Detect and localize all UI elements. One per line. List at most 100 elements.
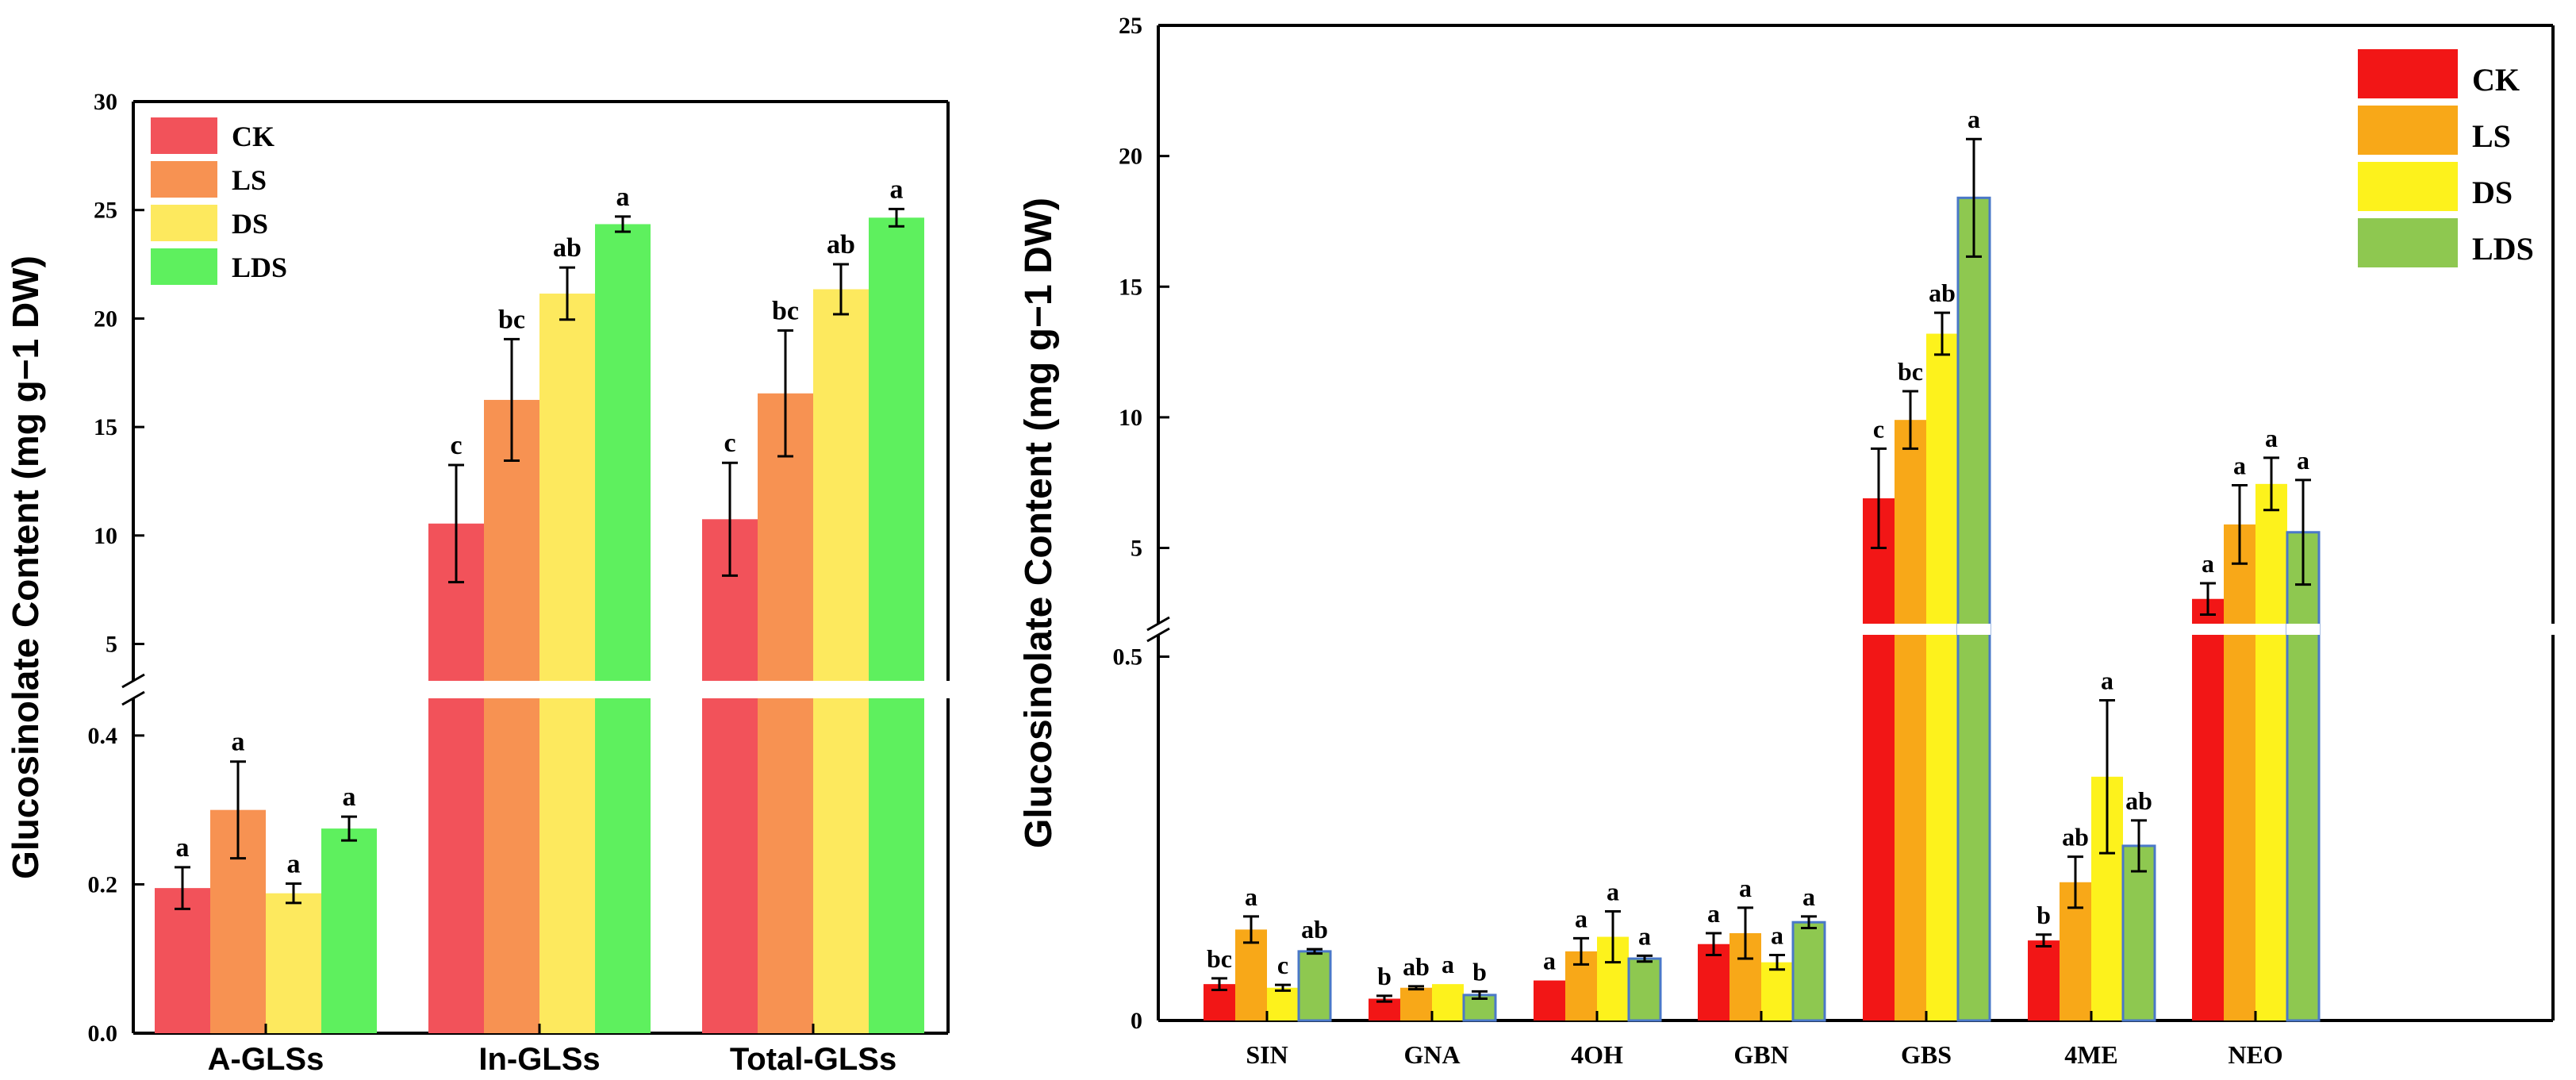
p0-x-tick-label: In-GLSs [478, 1042, 600, 1077]
p1-significance-letter: a [1802, 882, 1815, 911]
p1-break-gap [2191, 624, 2225, 635]
p1-significance-letter: bc [1898, 357, 1923, 386]
p1-y-axis-label: Glucosinolate Content (mg g−1 DW) [1018, 198, 1060, 848]
p1-y-tick-label: 5 [1131, 536, 1142, 562]
p1-bar-ds [1761, 962, 1793, 1020]
p1-bar-lds [1956, 196, 1991, 1022]
p1-significance-letter: a [1575, 904, 1587, 932]
p1-bar-ck [2028, 940, 2060, 1020]
p1-y-tick-label: 0 [1131, 1008, 1142, 1034]
p0-legend-swatch-ls [151, 161, 217, 198]
p0-y-tick-label: 5 [106, 632, 117, 658]
p1-x-tick-label: NEO [2228, 1040, 2282, 1069]
p1-bar-ds [1926, 333, 1958, 1020]
p1-significance-letter: b [2037, 901, 2051, 929]
p0-significance-letter: ab [553, 233, 582, 263]
p1-y-tick-label: 25 [1119, 13, 1142, 39]
p0-bar-ck [428, 523, 484, 1033]
p1-bar-ds [1267, 987, 1299, 1020]
p0-y-tick-label: 15 [94, 414, 117, 440]
p1-bar-lds [1791, 920, 1826, 1022]
p1-x-tick-label: GBS [1901, 1040, 1952, 1069]
p1-y-tick-label: 0.5 [1113, 644, 1143, 671]
p0-break-gap [428, 681, 485, 698]
p1-significance-letter: a [1638, 921, 1651, 950]
p1-break-gap [2223, 624, 2256, 635]
p0-significance-letter: a [890, 175, 904, 204]
p1-bar-ck [2192, 598, 2224, 1020]
p0-x-tick-label: A-GLSs [208, 1042, 324, 1077]
p0-break-mark [121, 690, 145, 706]
p1-break-gap [1862, 624, 1895, 635]
p1-bar-ck [1534, 980, 1565, 1020]
p0-bar-lds [595, 224, 651, 1033]
p1-bar-lds [2286, 531, 2321, 1022]
p1-x-tick-label: 4ME [2064, 1040, 2118, 1069]
p0-legend-swatch-lds [151, 248, 217, 285]
p0-legend-swatch-ck [151, 117, 217, 154]
p0-significance-letter: bc [772, 296, 799, 325]
p0-y-tick-label: 0.2 [88, 871, 118, 897]
p1-x-tick-label: GBN [1733, 1040, 1788, 1069]
p1-y-tick-label: 20 [1119, 144, 1142, 170]
p1-significance-letter: a [2202, 549, 2214, 578]
p1-significance-letter: ab [2125, 786, 2152, 815]
p1-legend-label: CK [2472, 62, 2520, 98]
p1-x-tick-label: 4OH [1571, 1040, 1623, 1069]
p1-bar-ck [1698, 944, 1729, 1020]
p1-bar-lds [1627, 957, 1662, 1022]
p1-bar-ds [2255, 483, 2287, 1020]
p1-significance-letter: a [1607, 877, 1619, 905]
p0-bar-ls [484, 399, 539, 1033]
p0-legend-label: LS [232, 164, 267, 196]
p0-y-tick-label: 20 [94, 306, 117, 332]
p1-significance-letter: a [1771, 920, 1783, 949]
p1-significance-letter: a [2297, 446, 2309, 475]
p1-significance-letter: a [1245, 882, 1257, 911]
p0-y-axis-label: Glucosinolate Content (mg g−1 DW) [5, 256, 46, 879]
p0-significance-letter: a [616, 183, 630, 212]
p0-significance-letter: ab [827, 230, 855, 259]
p0-y-tick-label: 0.0 [88, 1020, 118, 1047]
p1-significance-letter: ab [1403, 952, 1430, 981]
p1-significance-letter: ab [2062, 823, 2089, 851]
p0-bar-lds [869, 217, 924, 1033]
p0-significance-letter: c [450, 431, 462, 460]
p0-significance-letter: a [343, 782, 356, 812]
p1-significance-letter: c [1277, 951, 1288, 979]
p0-bar-lds [321, 828, 377, 1033]
p0-y-tick-label: 30 [94, 89, 117, 115]
p0-break-gap [812, 681, 870, 698]
p1-significance-letter: b [1472, 957, 1487, 986]
p1-bar-ls [2224, 524, 2255, 1020]
p1-significance-letter: a [2265, 424, 2278, 452]
p1-significance-letter: bc [1207, 944, 1232, 973]
p1-bar-ls [1235, 929, 1267, 1020]
p0-legend-label: DS [232, 208, 268, 240]
p1-x-tick-label: SIN [1246, 1040, 1288, 1069]
p1-legend-swatch-ls [2358, 106, 2458, 155]
p0-bar-ck [702, 519, 758, 1033]
p0-bar-ls [758, 393, 813, 1033]
p1-break-gap [1925, 624, 1959, 635]
p1-significance-letter: ab [1301, 915, 1328, 944]
p1-bar-ds [1432, 984, 1464, 1020]
p1-break-gap [1957, 624, 1991, 635]
p1-break-mark [1146, 627, 1170, 643]
p1-legend-label: LDS [2472, 231, 2534, 267]
p1-significance-letter: a [1968, 105, 1980, 133]
p0-break-gap [483, 681, 540, 698]
p0-legend-swatch-ds [151, 205, 217, 241]
p1-legend-label: DS [2472, 175, 2513, 210]
p0-significance-letter: a [287, 850, 301, 879]
p1-y-tick-label: 10 [1119, 405, 1142, 431]
p0-bar-ds [539, 293, 595, 1033]
p0-significance-letter: a [232, 728, 245, 757]
p0-break-gap [539, 681, 596, 698]
p1-significance-letter: a [2101, 667, 2113, 695]
p0-bar-ds [813, 289, 869, 1033]
p0-significance-letter: c [724, 429, 735, 458]
p1-significance-letter: a [1707, 899, 1720, 928]
